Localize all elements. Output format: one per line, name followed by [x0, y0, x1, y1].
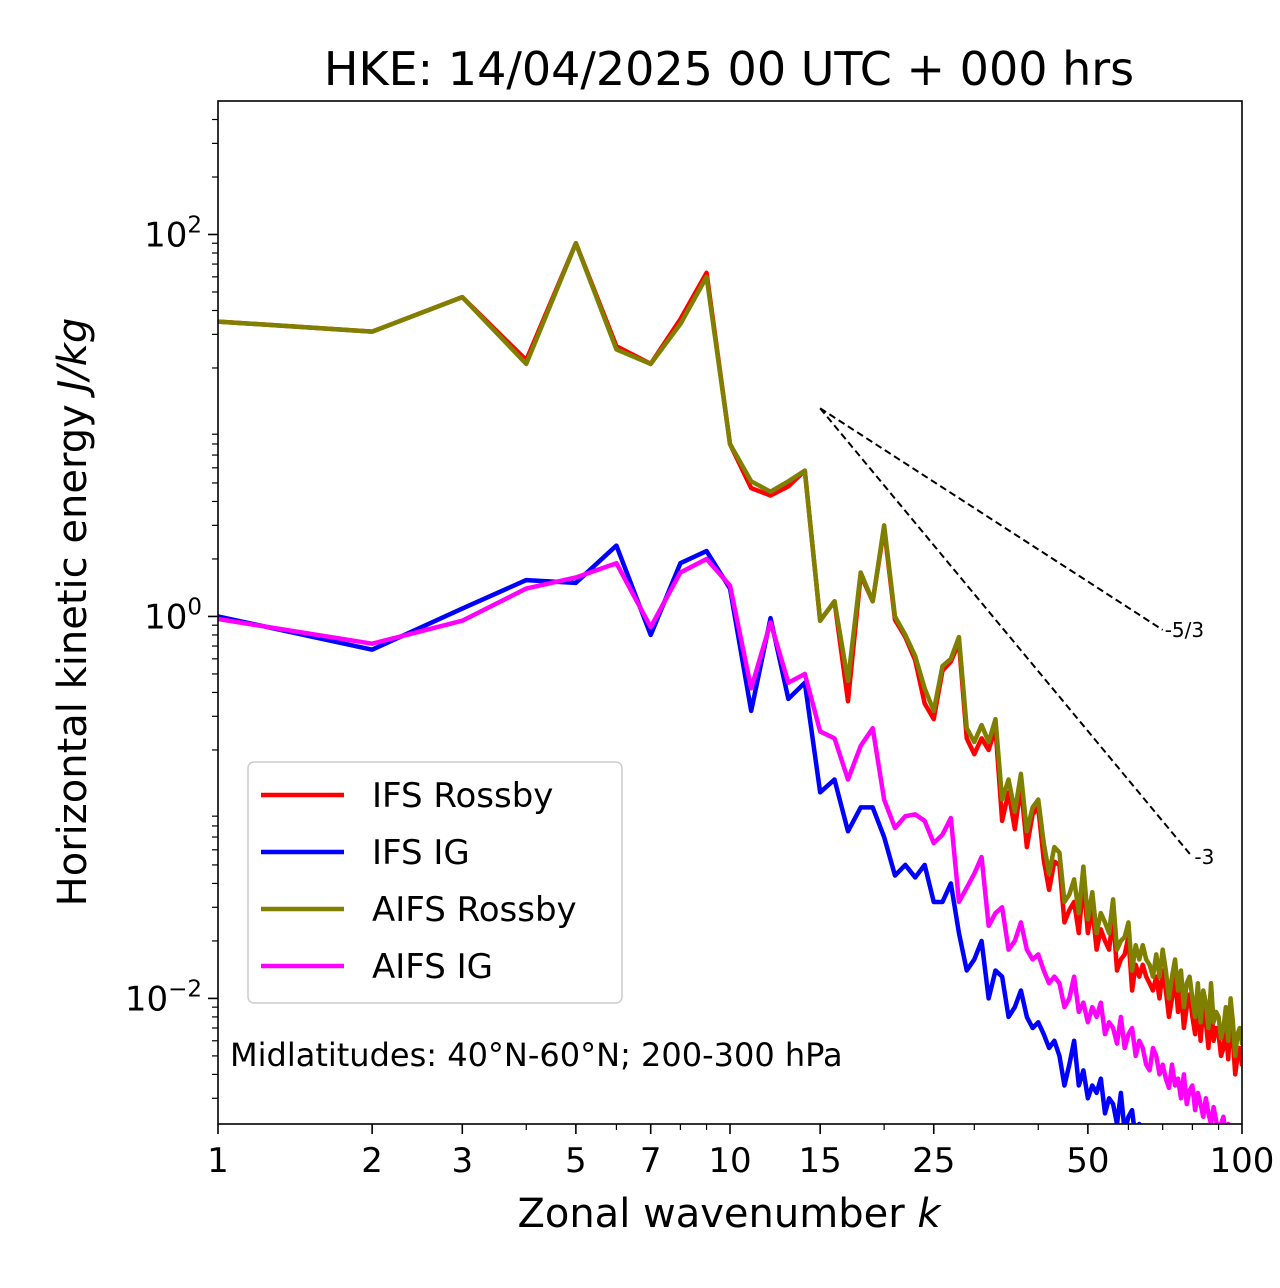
data-lines — [218, 240, 1242, 1124]
reference-slope-line-0 — [819, 407, 1164, 631]
legend-label-0: IFS Rossby — [372, 776, 553, 816]
x-tick-label-3: 5 — [565, 1141, 587, 1181]
reference-slope-line-1 — [819, 407, 1194, 858]
x-axis-label-text: Zonal wavenumber — [517, 1191, 917, 1237]
x-tick-label-6: 15 — [799, 1141, 842, 1181]
x-tick-label-0: 1 — [207, 1141, 229, 1181]
x-tick-label-5: 10 — [708, 1141, 751, 1181]
chart-title: HKE: 14/04/2025 00 UTC + 000 hrs — [324, 42, 1134, 96]
y-axis-label-units: J/kg — [50, 318, 96, 399]
series-line-2 — [218, 240, 1242, 1059]
y-axis-label-text: Horizontal kinetic energy — [50, 392, 96, 907]
x-tick-label-1: 2 — [361, 1141, 383, 1181]
legend-label-2: AIFS Rossby — [372, 890, 577, 930]
reference-slope-lines: -5/3 -3 — [819, 407, 1214, 869]
y-axis-label: Horizontal kinetic energy J/kg — [50, 318, 96, 907]
y-tick-label-0: 102 — [144, 212, 202, 255]
reference-slope-label-1: -3 — [1194, 845, 1214, 869]
x-tick-label-7: 25 — [912, 1141, 955, 1181]
y-axis-ticks: 102 100 10−2 — [125, 118, 218, 1099]
y-tick-label-2: 10−2 — [125, 976, 202, 1019]
legend-label-1: IFS IG — [372, 833, 470, 873]
x-axis-label: Zonal wavenumber k — [517, 1191, 942, 1237]
region-annotation: Midlatitudes: 40°N-60°N; 200-300 hPa — [230, 1036, 843, 1074]
x-axis-ticks: 1 2 3 5 7 10 15 25 50 100 — [207, 1124, 1274, 1181]
x-tick-label-8: 50 — [1066, 1141, 1109, 1181]
series-line-3 — [218, 556, 1231, 1124]
legend-box — [247, 761, 623, 1004]
x-tick-label-2: 3 — [451, 1141, 473, 1181]
y-tick-label-1: 100 — [144, 594, 202, 637]
legend: IFS Rossby IFS IG AIFS Rossby AIFS IG — [247, 761, 623, 1004]
x-tick-label-9: 100 — [1210, 1141, 1275, 1181]
series-line-1 — [218, 543, 1142, 1124]
legend-label-3: AIFS IG — [372, 947, 493, 987]
reference-slope-label-0: -5/3 — [1165, 618, 1204, 642]
x-axis-label-variable: k — [917, 1191, 942, 1237]
x-tick-label-4: 7 — [640, 1141, 662, 1181]
legend-entries: IFS Rossby IFS IG AIFS Rossby AIFS IG — [261, 776, 577, 987]
